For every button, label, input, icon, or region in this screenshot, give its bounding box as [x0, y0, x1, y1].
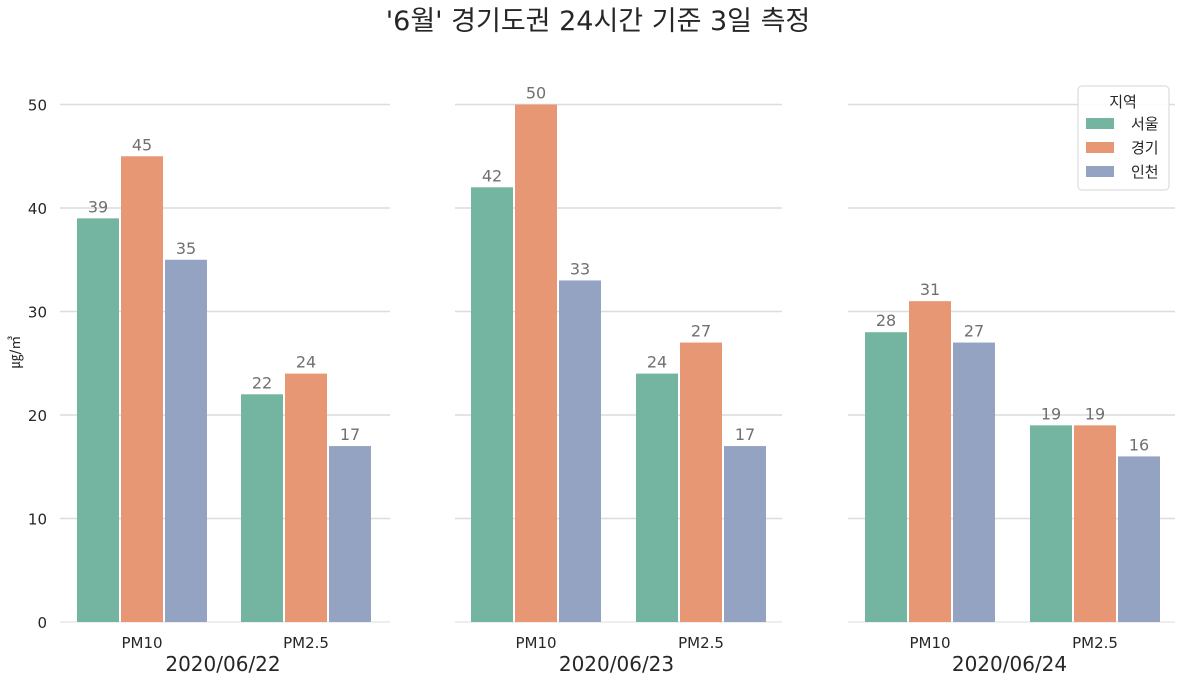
- data-label: 19: [1041, 404, 1061, 423]
- x-tick-label: PM10: [515, 634, 556, 652]
- x-tick-label: PM2.5: [1072, 634, 1118, 652]
- bar: [77, 218, 119, 622]
- data-label: 17: [735, 425, 755, 444]
- data-label: 31: [920, 280, 940, 299]
- data-label: 24: [647, 353, 667, 372]
- data-label: 45: [132, 135, 152, 154]
- data-label: 39: [88, 197, 108, 216]
- legend-title: 지역: [1109, 93, 1137, 111]
- y-tick-label: 30: [28, 304, 47, 322]
- bar: [909, 301, 951, 622]
- x-tick-label: PM2.5: [678, 634, 724, 652]
- bar: [515, 104, 557, 622]
- data-label: 22: [252, 373, 272, 392]
- data-label: 33: [570, 259, 590, 278]
- legend-swatch: [1086, 118, 1114, 129]
- bar: [1030, 425, 1072, 622]
- data-label: 35: [176, 239, 196, 258]
- bar: [1118, 456, 1160, 622]
- chart-title: '6월' 경기도권 24시간 기준 3일 측정: [386, 6, 811, 37]
- legend-entry: 경기: [1131, 139, 1159, 157]
- x-tick-label: PM10: [121, 634, 162, 652]
- legend-swatch: [1086, 166, 1114, 177]
- bar: [865, 332, 907, 622]
- x-tick-label: PM2.5: [283, 634, 329, 652]
- x-tick-label: PM10: [909, 634, 950, 652]
- x-axis-label: 2020/06/24: [952, 652, 1067, 676]
- y-tick-label: 20: [28, 407, 47, 425]
- y-tick-label: 0: [37, 614, 47, 632]
- y-tick-label: 40: [28, 200, 47, 218]
- data-label: 19: [1085, 404, 1105, 423]
- y-tick-label: 10: [28, 511, 47, 529]
- chart-panels: 01020304050394535PM10222417PM2.52020/06/…: [28, 84, 1175, 676]
- bar: [121, 156, 163, 622]
- data-label: 24: [296, 353, 316, 372]
- bar: [559, 280, 601, 622]
- y-tick-label: 50: [28, 97, 47, 115]
- data-label: 28: [876, 311, 896, 330]
- data-label: 50: [526, 84, 546, 103]
- bar: [1074, 425, 1116, 622]
- x-axis-label: 2020/06/23: [559, 652, 674, 676]
- legend-frame: [1077, 85, 1170, 191]
- bar: [285, 373, 327, 622]
- bar: [680, 342, 722, 622]
- bar: [165, 259, 207, 622]
- data-label: 27: [964, 322, 984, 341]
- legend-entry: 서울: [1131, 115, 1159, 133]
- bar: [636, 373, 678, 622]
- panel-1: 0 10 20 30 40 50 39 45 35 PM10 22 24 17 PM2.52020/06/…: [28, 97, 390, 676]
- bar: [724, 446, 766, 622]
- bar: [329, 446, 371, 622]
- bar: [953, 342, 995, 622]
- panel-3: 28 31 27 PM10 19 19 16 PM2.5 2020/06/24: [848, 103, 1175, 676]
- legend-entry: 인천: [1131, 163, 1159, 181]
- data-label: 42: [482, 166, 502, 185]
- legend-swatch: [1086, 142, 1114, 153]
- y-axis-label: ㎍/㎥: [8, 336, 24, 369]
- x-axis-label: 2020/06/22: [165, 652, 280, 676]
- bar: [241, 394, 283, 622]
- data-label: 27: [691, 322, 711, 341]
- bar: [471, 187, 513, 623]
- data-label: 17: [340, 425, 360, 444]
- data-label: 16: [1129, 435, 1149, 454]
